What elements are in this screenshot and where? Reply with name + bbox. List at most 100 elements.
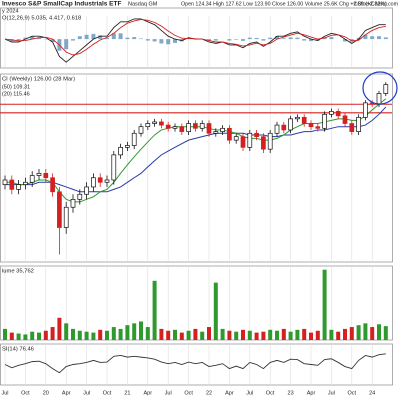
candle-body	[159, 121, 164, 126]
volume-bar	[145, 327, 150, 340]
credit: ©StockCharts.com	[354, 0, 399, 7]
volume-bar	[159, 328, 164, 340]
histogram-bar	[227, 39, 232, 41]
panel-frame	[0, 343, 393, 386]
candle-body	[138, 126, 144, 134]
volume-bar	[179, 332, 184, 340]
volume-bar	[220, 328, 225, 340]
candle-body	[91, 177, 96, 188]
volume-bar	[281, 328, 286, 340]
candle-body	[247, 132, 253, 148]
candle-body	[199, 123, 205, 129]
histogram-bar	[23, 37, 28, 40]
volume-bar	[363, 323, 368, 340]
candle-body	[165, 124, 171, 129]
candle-body	[118, 146, 123, 156]
volume-bar	[336, 331, 341, 340]
candle-body	[111, 154, 117, 181]
candle-body	[329, 111, 334, 115]
volume-bar	[234, 331, 239, 340]
volume-bar	[23, 334, 28, 340]
histogram-bar	[98, 35, 103, 40]
indicator-line	[4, 353, 386, 374]
legend-entry: (50) 109.31	[2, 84, 30, 90]
volume-bar	[125, 325, 130, 340]
histogram-bar	[30, 36, 35, 40]
histogram-bar	[343, 39, 347, 42]
title: Invesco S&P SmallCap Industrials ETF	[2, 1, 121, 8]
histogram-bar	[166, 39, 171, 45]
candle-body	[145, 123, 151, 128]
candle-body	[77, 193, 83, 200]
x-tick-label: Oct	[103, 390, 112, 396]
candle-body	[97, 177, 103, 183]
x-tick-label: Apr	[62, 390, 71, 396]
candle-body	[267, 132, 273, 150]
candle-body	[322, 113, 327, 129]
volume-bar	[152, 280, 157, 340]
candle-body	[349, 123, 355, 132]
volume-bar	[105, 330, 109, 340]
candle-body	[63, 206, 69, 228]
candle-body	[240, 136, 246, 148]
volume-bar	[43, 330, 48, 340]
volume-bar	[356, 325, 361, 340]
volume-bar	[254, 332, 259, 340]
volume-bar	[247, 330, 252, 340]
x-tick-label: 23	[288, 390, 294, 396]
highlight-circle	[362, 71, 398, 105]
candle-body	[274, 124, 280, 134]
candle-body	[261, 136, 266, 150]
histogram-bar	[84, 34, 89, 40]
volume-bar	[383, 326, 388, 340]
x-tick-label: Jul	[165, 390, 172, 396]
histogram-bar	[77, 36, 82, 40]
histogram-bar	[247, 37, 252, 40]
volume-bar	[261, 331, 266, 340]
volume-bar	[98, 329, 103, 340]
panel-label: CI (Weekly) 126.00 (28 Mar)	[2, 77, 75, 83]
histogram-bar	[329, 37, 334, 40]
candle-body	[315, 126, 321, 129]
candle-body	[16, 184, 21, 190]
volume-bar	[343, 328, 347, 340]
candle-body	[213, 131, 219, 134]
x-tick-label: Jul	[83, 390, 90, 396]
histogram-bar	[152, 39, 157, 42]
volume-bar	[288, 331, 293, 340]
histogram-bar	[254, 37, 259, 40]
date: y 2024	[2, 8, 19, 14]
x-tick-label: Apr	[144, 390, 153, 396]
volume-bar	[30, 331, 35, 340]
candle-body	[23, 181, 28, 185]
volume-bar	[132, 323, 137, 340]
volume-bar	[349, 327, 354, 340]
panel-label: SI(14) 76.46	[2, 347, 34, 353]
panel-label: O(12,26,9) 5.035, 4.417, 0.618	[2, 16, 81, 22]
histogram-bar	[288, 37, 293, 40]
legend-entry: (20) 115.46	[2, 91, 30, 97]
x-tick-label: Oct	[184, 390, 193, 396]
volume-bar	[16, 333, 21, 340]
volume-bar	[241, 329, 245, 340]
candle-body	[179, 126, 185, 132]
candle-body	[206, 123, 212, 134]
histogram-bar	[64, 39, 69, 50]
histogram-bar	[71, 39, 75, 41]
panel-label: lume 35,762	[2, 269, 34, 275]
candle-body	[125, 145, 130, 148]
exchange: Nasdaq GM	[128, 1, 158, 7]
candle-body	[288, 118, 293, 131]
volume-bar	[3, 328, 7, 340]
volume-bar	[77, 330, 82, 340]
volume-bar	[118, 328, 123, 340]
x-tick-label: Jul	[246, 390, 253, 396]
candle-body	[227, 127, 232, 141]
histogram-bar	[302, 39, 307, 41]
volume-bar	[309, 332, 313, 340]
x-tick-label: Apr	[225, 390, 234, 396]
histogram-bar	[132, 37, 137, 40]
candle-body	[9, 179, 15, 190]
